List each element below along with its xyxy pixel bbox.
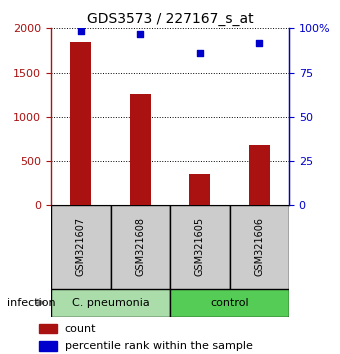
Text: C. pneumonia: C. pneumonia <box>72 298 149 308</box>
Bar <box>130 94 151 205</box>
Text: GSM321606: GSM321606 <box>254 217 264 276</box>
Point <box>197 50 203 56</box>
Bar <box>170 289 289 317</box>
Point <box>256 41 262 46</box>
Bar <box>189 174 210 205</box>
Title: GDS3573 / 227167_s_at: GDS3573 / 227167_s_at <box>87 12 253 26</box>
Text: GSM321605: GSM321605 <box>195 217 205 276</box>
Text: percentile rank within the sample: percentile rank within the sample <box>65 341 253 351</box>
Bar <box>230 205 289 289</box>
Point <box>137 31 143 36</box>
Bar <box>70 42 91 205</box>
Text: GSM321607: GSM321607 <box>76 217 86 276</box>
Bar <box>39 341 57 351</box>
Bar <box>110 205 170 289</box>
Bar <box>51 205 110 289</box>
Text: infection: infection <box>7 298 55 308</box>
Point <box>78 28 84 34</box>
Bar <box>39 324 57 333</box>
Text: control: control <box>210 298 249 308</box>
Bar <box>249 145 270 205</box>
Text: count: count <box>65 324 96 333</box>
Bar <box>170 205 230 289</box>
Bar <box>51 289 170 317</box>
Text: GSM321608: GSM321608 <box>135 217 145 276</box>
